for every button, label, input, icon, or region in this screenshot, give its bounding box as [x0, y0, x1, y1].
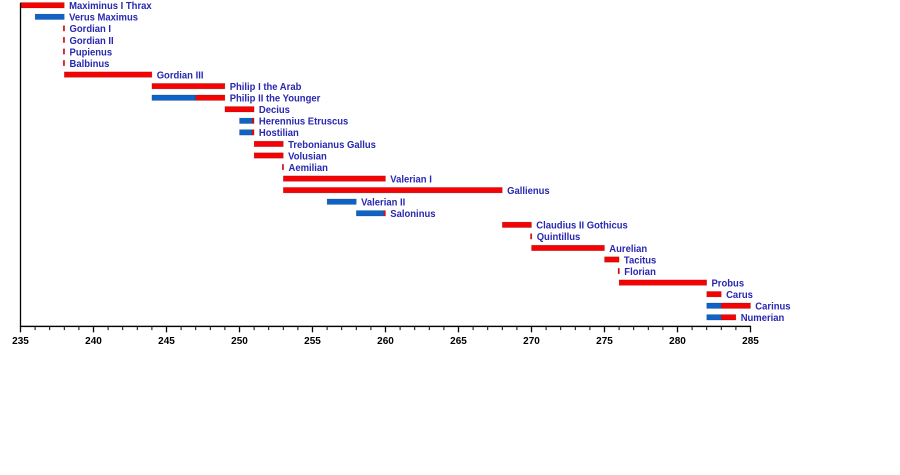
svg-text:Numerian: Numerian	[741, 313, 785, 324]
svg-text:Carus: Carus	[726, 290, 753, 301]
svg-text:280: 280	[669, 336, 686, 347]
svg-text:Claudius II Gothicus: Claudius II Gothicus	[536, 221, 628, 232]
svg-text:Balbinus: Balbinus	[70, 59, 110, 70]
svg-text:255: 255	[304, 336, 321, 347]
svg-text:Tacitus: Tacitus	[624, 255, 657, 266]
svg-text:Trebonianus Gallus: Trebonianus Gallus	[288, 140, 376, 151]
svg-text:Aemilian: Aemilian	[289, 163, 328, 174]
svg-text:Valerian I: Valerian I	[390, 174, 432, 185]
svg-text:Hostilian: Hostilian	[259, 128, 299, 139]
svg-text:Aurelian: Aurelian	[609, 244, 647, 255]
svg-text:Carinus: Carinus	[755, 302, 790, 313]
svg-text:Probus: Probus	[712, 278, 745, 289]
svg-text:245: 245	[158, 336, 175, 347]
svg-text:Gordian I: Gordian I	[70, 24, 112, 35]
svg-text:240: 240	[85, 336, 102, 347]
svg-text:Florian: Florian	[624, 267, 656, 278]
svg-text:Verus Maximus: Verus Maximus	[69, 13, 138, 24]
svg-text:235: 235	[12, 336, 29, 347]
svg-text:Volusian: Volusian	[288, 151, 327, 162]
svg-text:Pupienus: Pupienus	[70, 47, 113, 58]
svg-text:Gordian III: Gordian III	[157, 70, 204, 81]
svg-text:Philip I the Arab: Philip I the Arab	[230, 82, 302, 93]
svg-text:Gallienus: Gallienus	[507, 186, 550, 197]
svg-text:Quintillus: Quintillus	[537, 232, 581, 243]
svg-text:Philip II the Younger: Philip II the Younger	[230, 94, 321, 105]
svg-text:270: 270	[523, 336, 540, 347]
svg-text:Gordian II: Gordian II	[70, 36, 114, 47]
svg-text:275: 275	[596, 336, 613, 347]
svg-text:260: 260	[377, 336, 394, 347]
svg-text:265: 265	[450, 336, 467, 347]
svg-text:Herennius Etruscus: Herennius Etruscus	[259, 117, 349, 128]
svg-text:250: 250	[231, 336, 248, 347]
svg-text:Maximinus I Thrax: Maximinus I Thrax	[69, 1, 152, 12]
svg-text:Decius: Decius	[259, 105, 290, 116]
svg-text:Valerian II: Valerian II	[361, 198, 405, 209]
svg-text:285: 285	[742, 336, 759, 347]
svg-text:Saloninus: Saloninus	[390, 209, 435, 220]
